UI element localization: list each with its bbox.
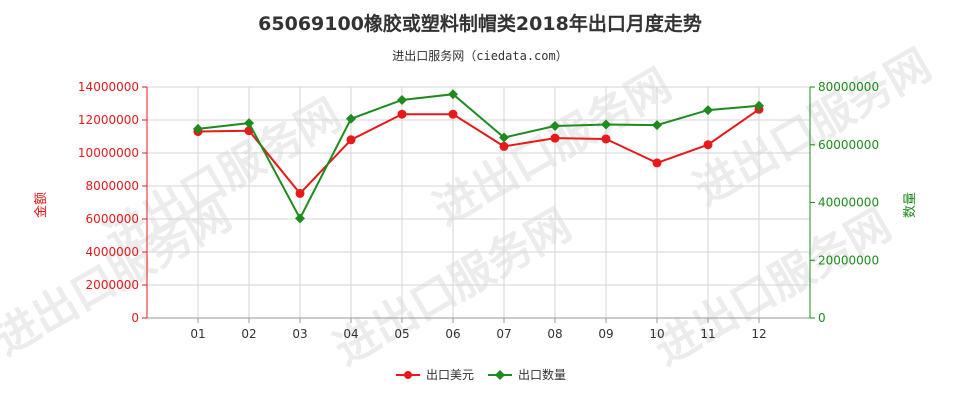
watermark-text: 进出口服务网 (686, 39, 940, 215)
legend-marker-2 (495, 370, 505, 380)
right-tick-label: 40000000 (818, 196, 879, 210)
series-point-2 (754, 100, 764, 111)
x-tick-label: 04 (343, 327, 358, 341)
x-tick-label: 12 (751, 327, 766, 341)
legend-label-2: 出口数量 (518, 367, 566, 382)
left-tick-label: 6000000 (86, 212, 139, 226)
left-tick-label: 10000000 (78, 146, 139, 160)
series-point-2 (499, 132, 509, 143)
left-tick-label: 8000000 (86, 179, 139, 193)
series-point-2 (244, 118, 254, 129)
series-point-2 (448, 89, 458, 100)
legend-marker-1 (404, 371, 412, 379)
x-tick-label: 02 (241, 327, 256, 341)
series-point-1 (652, 158, 662, 168)
series-layer (193, 89, 764, 224)
series-point-2 (601, 119, 611, 130)
chart-subtitle: 进出口服务网（ciedata.com） (392, 49, 568, 63)
chart-title: 65069100橡胶或塑料制帽类2018年出口月度走势 (258, 13, 702, 35)
watermark-text: 进出口服务网 (646, 199, 900, 375)
series-line-2 (197, 93, 760, 221)
series-point-2 (346, 113, 356, 124)
series-point-2 (397, 94, 407, 105)
series-point-2 (193, 123, 203, 134)
right-tick-label: 60000000 (818, 138, 879, 152)
series-point-1 (550, 133, 560, 143)
series-point-1 (295, 188, 305, 198)
series-point-2 (295, 213, 305, 224)
right-axis-title: 数量 (903, 192, 918, 218)
series-point-1 (346, 135, 356, 145)
right-axis-ticks: 0 20000000 40000000 60000000 80000000 (810, 80, 879, 325)
x-tick-label: 05 (394, 327, 409, 341)
series-point-1 (499, 141, 509, 151)
x-tick-label: 10 (649, 327, 664, 341)
right-tick-label: 20000000 (818, 253, 879, 267)
x-tick-label: 07 (496, 327, 511, 341)
series-point-2 (652, 120, 662, 131)
right-tick-label: 0 (818, 311, 826, 325)
series-point-2 (703, 105, 713, 116)
legend-label-1: 出口美元 (426, 368, 474, 382)
x-tick-label: 08 (547, 327, 562, 341)
legend: 出口美元 出口数量 (396, 367, 566, 382)
left-axis-title: 金额 (33, 192, 49, 218)
left-tick-label: 12000000 (78, 113, 139, 127)
left-tick-label: 14000000 (78, 80, 139, 94)
left-tick-label: 2000000 (86, 278, 139, 292)
left-axis-ticks: 0 2000000 4000000 6000000 8000000 10000000 120… (78, 80, 147, 325)
series-point-1 (703, 140, 713, 150)
left-tick-label: 4000000 (86, 245, 139, 259)
left-tick-label: 0 (131, 311, 139, 325)
series-line-1 (197, 108, 760, 195)
series-point-1 (601, 134, 611, 144)
x-tick-label: 06 (445, 327, 460, 341)
series-point-1 (448, 109, 458, 119)
series-point-2 (550, 120, 560, 131)
right-tick-label: 80000000 (818, 80, 879, 94)
x-tick-label: 09 (598, 327, 613, 341)
series-point-1 (397, 109, 407, 119)
x-axis-ticks: 01 02 03 04 05 06 07 08 09 10 11 12 (190, 318, 767, 341)
x-tick-label: 01 (190, 327, 205, 341)
x-tick-label: 03 (292, 327, 307, 341)
x-tick-label: 11 (700, 327, 715, 341)
